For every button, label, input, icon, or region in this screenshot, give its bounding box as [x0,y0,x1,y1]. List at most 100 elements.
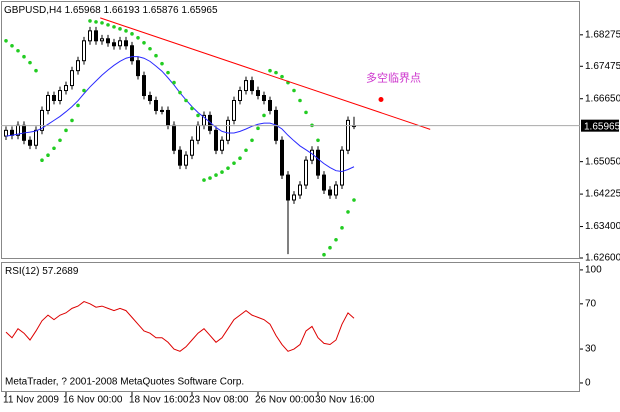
candle-body [238,90,242,101]
sar-dot [280,74,284,79]
rsi-plot [5,301,355,352]
x-tick-label: 16 Nov 00:00 [63,395,123,406]
candle-body [28,139,32,146]
y-tick-label: 0 [585,378,591,389]
rsi-label: RSI(12) [5,266,39,277]
sar-dot [166,70,170,75]
candle-body [322,174,326,191]
sar-dot [172,80,176,85]
candle-body [190,139,194,156]
y-tick-label: 1.64225 [585,189,620,200]
sar-dot [250,138,254,143]
rsi-line [5,301,355,352]
y-tick-label: 1.66650 [585,93,620,104]
sar-dot [226,166,230,170]
candle-body [250,80,254,92]
y-tick-label: 1.65050 [585,156,620,167]
y-tick-label: 1.67475 [585,61,620,72]
close: 1.65965 [181,5,218,16]
sar-dot [220,170,224,174]
sar-dot [316,138,320,143]
candle-body [58,90,62,101]
annotation-text: 多空临界点 [366,70,421,84]
candle-body [256,90,260,97]
candle-body [292,194,296,201]
sar-dot [346,210,350,214]
candle-body [172,124,176,151]
sar-dot [184,98,188,103]
sar-dot [268,68,272,73]
candle-body [286,174,290,201]
candle-body [214,129,218,151]
candle-body [88,30,92,42]
candle-body [226,119,230,141]
candle-body [232,99,236,121]
sar-dot [64,128,68,133]
candle-body [220,139,224,151]
y-tick-label: 1.68275 [585,29,620,40]
sar-dot [352,198,356,202]
candle-body [34,129,38,146]
x-tick-label: 26 Nov 00:00 [255,395,315,406]
candle-body [94,30,98,42]
sar-dot [202,178,206,182]
sar-dot [10,43,14,48]
candle-body [70,70,74,87]
rsi-header: RSI(12) 57.2689 [5,266,79,277]
sar-dot [58,138,62,143]
candle-body [340,149,344,186]
symbol: GBPUSD,H4 [4,5,62,16]
candle-body [10,129,14,136]
candle-body [142,75,146,97]
sar-dot [112,25,116,29]
candle-body [160,109,164,112]
candle-body [40,109,44,131]
sar-dot [16,48,20,53]
candle-body [184,154,188,166]
sar-dot [28,60,32,65]
sar-dot [334,237,338,242]
sar-dot [154,53,158,58]
sar-dot [76,103,80,108]
candle-body [244,80,248,92]
sar-dot [136,36,140,40]
candle-body [268,99,272,111]
candle-body [76,60,80,72]
footer: MetaTrader, ? 2001-2008 MetaQuotes Softw… [5,377,244,388]
candle-body [100,38,104,42]
candle-body [106,38,110,44]
sar-dot [208,176,212,180]
sar-dot [94,20,98,24]
sar-dot [340,226,344,230]
sar-dot [34,68,38,73]
axes: 1.62600 1.63400 1.64225 1.65050 1.66650 1.674… [3,29,620,405]
candle-body [124,40,128,47]
candle-body [46,95,50,111]
high: 1.66193 [104,5,141,16]
current-price-tag [581,119,619,132]
candle-body [148,95,152,101]
sar-dot [118,27,122,31]
candle-body [262,95,266,101]
sar-dot [190,106,194,111]
sar-dot [262,113,266,118]
sar-dot [142,40,146,45]
y-tick-label: 100 [585,265,602,276]
sar-dot [238,156,242,160]
x-tick-label: 30 Nov 16:00 [315,395,375,406]
sar-dot [196,113,200,118]
candle-body [130,45,134,62]
x-tick-label: 18 Nov 16:00 [129,395,189,406]
low: 1.65876 [142,5,179,16]
x-tick-label: 23 Nov 08:00 [189,395,249,406]
sar-dot [4,38,8,43]
candle-body [4,129,8,137]
sar-dot [46,153,50,157]
y-tick-label: 70 [585,298,597,309]
candle-body [304,159,308,186]
candle-body [82,40,86,62]
candle-body [52,95,56,101]
sar-dot [322,252,326,257]
